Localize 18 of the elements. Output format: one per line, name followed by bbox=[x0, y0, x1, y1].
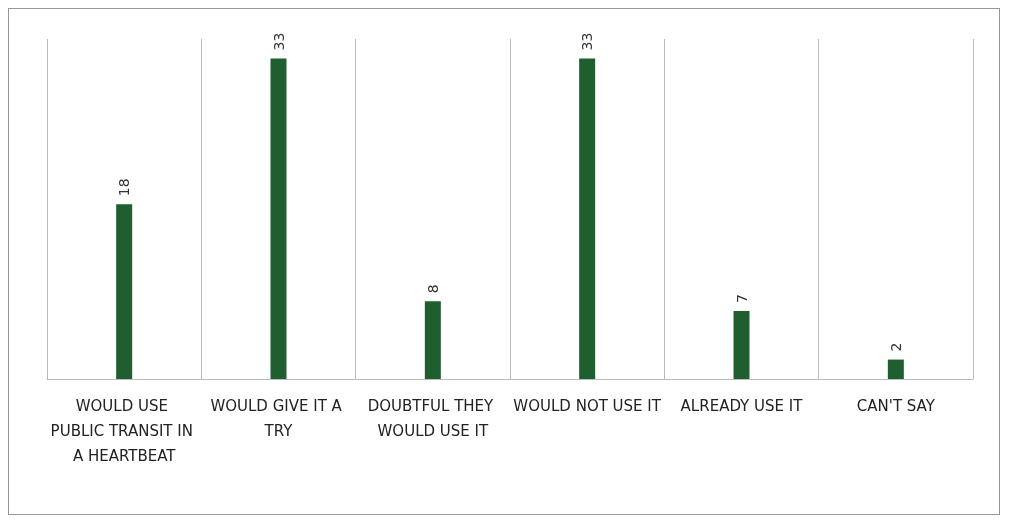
bar bbox=[733, 311, 750, 379]
data-label: 33 bbox=[270, 32, 287, 51]
data-label: 8 bbox=[424, 284, 441, 294]
data-label: 7 bbox=[733, 294, 750, 303]
bar bbox=[887, 359, 904, 379]
x-tick-label: DOUBTFUL THEY WOULD USE IT bbox=[367, 396, 499, 440]
bar bbox=[270, 58, 287, 379]
data-label: 2 bbox=[887, 342, 904, 352]
x-tick-label: WOULD USE PUBLIC TRANSIT IN A HEARTBEAT bbox=[50, 396, 198, 465]
data-label: 33 bbox=[579, 32, 596, 51]
x-tick-label: WOULD NOT USE IT bbox=[513, 396, 662, 415]
bar bbox=[116, 204, 133, 379]
bar bbox=[424, 301, 441, 379]
data-label: 18 bbox=[116, 178, 133, 197]
x-tick-label: WOULD GIVE IT A TRY bbox=[210, 396, 347, 440]
bar bbox=[579, 58, 596, 379]
x-tick-label: CAN'T SAY bbox=[856, 396, 936, 415]
x-tick-label: ALREADY USE IT bbox=[680, 396, 804, 415]
